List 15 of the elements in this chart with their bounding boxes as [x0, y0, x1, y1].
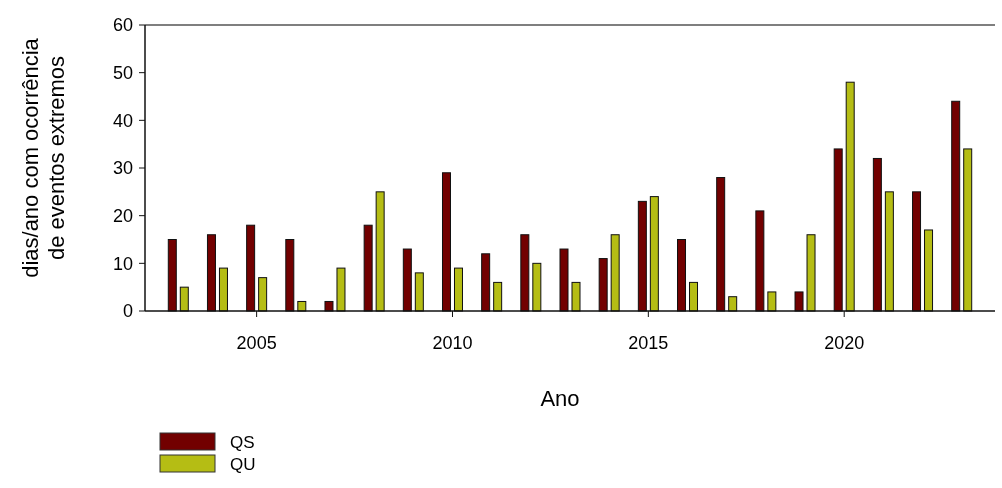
y-tick-label: 20	[112, 205, 133, 226]
y-tick-label: 0	[122, 301, 133, 322]
x-axis-title: Ano	[540, 386, 580, 411]
x-tick-label: 2015	[628, 333, 669, 353]
y-tick-label: 40	[112, 110, 133, 131]
legend-label: QS	[230, 432, 255, 452]
y-tick-label: 60	[112, 15, 133, 36]
y-tick-label: 30	[112, 158, 133, 179]
x-tick-label: 2010	[432, 333, 473, 353]
x-tick-label: 2005	[236, 333, 277, 353]
y-axis-title: dias/ano com ocorrência de eventos extremos	[18, 37, 69, 278]
x-tick-label: 2020	[824, 333, 865, 353]
legend-label: QU	[230, 454, 256, 474]
y-tick-label: 50	[112, 62, 133, 83]
y-tick-label: 10	[112, 253, 133, 274]
